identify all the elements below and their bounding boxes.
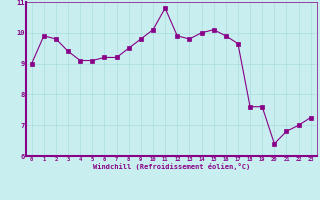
X-axis label: Windchill (Refroidissement éolien,°C): Windchill (Refroidissement éolien,°C) xyxy=(92,163,250,170)
